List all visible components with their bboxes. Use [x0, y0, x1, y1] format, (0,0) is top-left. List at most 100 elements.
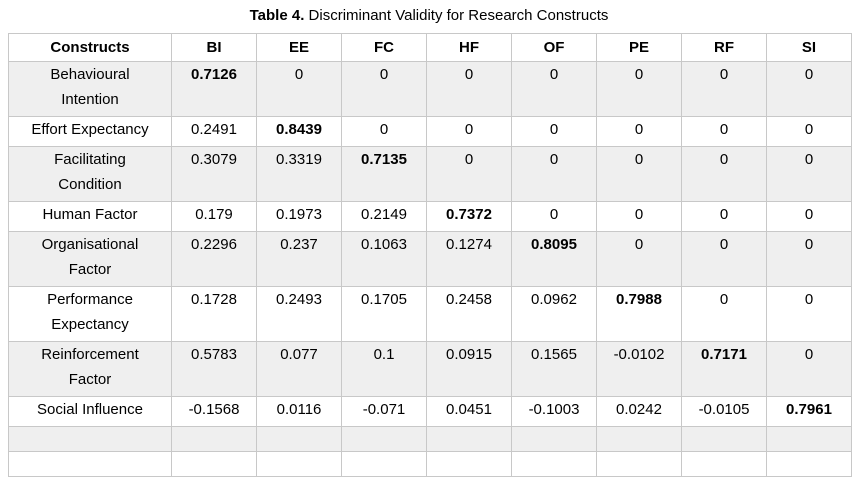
cell: 0.1063 — [341, 231, 427, 287]
cell: 0 — [426, 61, 512, 117]
cell: 0.3079 — [171, 146, 257, 202]
cell: 0 — [766, 61, 852, 117]
cell: 0.179 — [171, 201, 257, 232]
cell: -0.0105 — [681, 396, 767, 427]
column-header-rf: RF — [681, 33, 767, 62]
cell: 0.2493 — [256, 286, 342, 342]
cell-diagonal: 0.7988 — [596, 286, 682, 342]
cell: 0.1 — [341, 341, 427, 397]
cell: 0 — [681, 146, 767, 202]
cell: 0 — [766, 201, 852, 232]
cell: 0.2296 — [171, 231, 257, 287]
cell: 0 — [511, 146, 597, 202]
cell: -0.071 — [341, 396, 427, 427]
cell: 0 — [766, 146, 852, 202]
cell: 0 — [596, 146, 682, 202]
cell: 0.1274 — [426, 231, 512, 287]
column-header-bi: BI — [171, 33, 257, 62]
cell — [171, 426, 257, 452]
row-label: Behavioural Intention — [8, 61, 172, 117]
cell — [341, 451, 427, 477]
cell: 0 — [341, 116, 427, 147]
row-label: Organisational Factor — [8, 231, 172, 287]
column-header-ee: EE — [256, 33, 342, 62]
row-label — [8, 451, 172, 477]
column-header-pe: PE — [596, 33, 682, 62]
cell: 0 — [681, 286, 767, 342]
cell — [341, 426, 427, 452]
cell: 0.2491 — [171, 116, 257, 147]
cell — [596, 451, 682, 477]
column-header-constructs: Constructs — [8, 33, 172, 62]
cell: 0 — [596, 201, 682, 232]
cell — [256, 451, 342, 477]
cell — [681, 426, 767, 452]
column-header-hf: HF — [426, 33, 512, 62]
cell: 0.0116 — [256, 396, 342, 427]
row-label — [8, 426, 172, 452]
table-header: Constructs BI EE FC HF OF PE RF SI — [8, 33, 852, 62]
cell: 0 — [766, 341, 852, 397]
cell-diagonal: 0.7372 — [426, 201, 512, 232]
cell — [511, 451, 597, 477]
cell: 0.5783 — [171, 341, 257, 397]
cell: 0.0915 — [426, 341, 512, 397]
table-row: Behavioural Intention 0.7126 0 0 0 0 0 0 0 — [8, 61, 852, 117]
table-row: Effort Expectancy 0.2491 0.8439 0 0 0 0 0 0 — [8, 116, 852, 147]
row-label: Reinforcement Factor — [8, 341, 172, 397]
empty-row — [8, 426, 852, 452]
cell: 0.1705 — [341, 286, 427, 342]
cell: 0 — [681, 61, 767, 117]
cell: 0.1728 — [171, 286, 257, 342]
column-header-si: SI — [766, 33, 852, 62]
table-row: Facilitating Condition 0.3079 0.3319 0.7135… — [8, 146, 852, 202]
cell: 0 — [256, 61, 342, 117]
cell — [766, 426, 852, 452]
cell: 0.3319 — [256, 146, 342, 202]
cell-diagonal: 0.8439 — [256, 116, 342, 147]
column-header-of: OF — [511, 33, 597, 62]
cell: 0.077 — [256, 341, 342, 397]
row-label: Human Factor — [8, 201, 172, 232]
row-label: Performance Expectancy — [8, 286, 172, 342]
header-row: Constructs BI EE FC HF OF PE RF SI — [8, 33, 852, 62]
cell: 0 — [511, 116, 597, 147]
cell: -0.0102 — [596, 341, 682, 397]
table-caption: Table 4. Discriminant Validity for Resea… — [0, 0, 858, 26]
cell: 0.0451 — [426, 396, 512, 427]
table-row: Reinforcement Factor 0.5783 0.077 0.1 0.0915… — [8, 341, 852, 397]
cell-diagonal: 0.8095 — [511, 231, 597, 287]
empty-row — [8, 451, 852, 477]
cell: -0.1003 — [511, 396, 597, 427]
cell — [511, 426, 597, 452]
cell: 0.237 — [256, 231, 342, 287]
discriminant-validity-table: Constructs BI EE FC HF OF PE RF SI Behavioural I… — [8, 33, 852, 477]
column-header-fc: FC — [341, 33, 427, 62]
cell: 0.2149 — [341, 201, 427, 232]
cell: 0 — [341, 61, 427, 117]
cell: 0.1565 — [511, 341, 597, 397]
table-row: Social Influence -0.1568 0.0116 -0.071 0.045… — [8, 396, 852, 427]
cell: 0 — [681, 116, 767, 147]
cell-diagonal: 0.7961 — [766, 396, 852, 427]
cell — [256, 426, 342, 452]
row-label: Social Influence — [8, 396, 172, 427]
cell: 0.0242 — [596, 396, 682, 427]
cell: 0 — [766, 231, 852, 287]
table-row: Performance Expectancy 0.1728 0.2493 0.1705… — [8, 286, 852, 342]
cell: 0 — [681, 201, 767, 232]
cell: 0 — [426, 146, 512, 202]
row-label: Effort Expectancy — [8, 116, 172, 147]
cell — [766, 451, 852, 477]
cell — [681, 451, 767, 477]
table-caption-title: Discriminant Validity for Research Const… — [304, 7, 609, 24]
table-row: Human Factor 0.179 0.1973 0.2149 0.7372 0 0 0 0 — [8, 201, 852, 232]
cell — [426, 451, 512, 477]
cell: 0 — [511, 201, 597, 232]
cell: 0 — [596, 116, 682, 147]
row-label: Facilitating Condition — [8, 146, 172, 202]
cell: 0.1973 — [256, 201, 342, 232]
cell — [426, 426, 512, 452]
cell — [596, 426, 682, 452]
table-row: Organisational Factor 0.2296 0.237 0.1063 0.… — [8, 231, 852, 287]
